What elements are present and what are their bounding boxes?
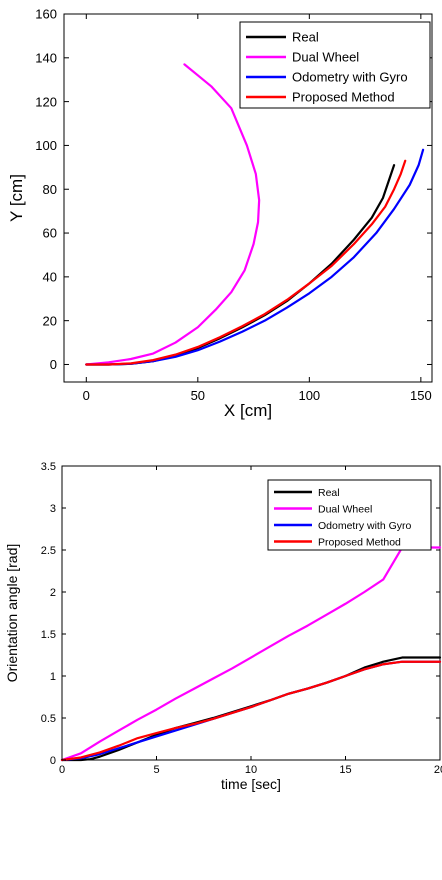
x-tick-label: 150 bbox=[410, 388, 432, 403]
y-tick-label: 60 bbox=[43, 226, 57, 241]
orientation-chart: 0 5 10 15 20 0 0.5 1 1.5 2 2.5 3 3.5 time [sec] Orient… bbox=[4, 461, 442, 792]
x-tick-label: 100 bbox=[298, 388, 320, 403]
series-line-proposed-method bbox=[85, 159, 407, 366]
y-tick-label: 120 bbox=[35, 94, 57, 109]
y-tick-label: 140 bbox=[35, 50, 57, 65]
y-axis-label: Y [cm] bbox=[7, 174, 26, 222]
y-tick-label: 2.5 bbox=[41, 545, 56, 557]
y-tick-label: 40 bbox=[43, 270, 57, 285]
y-tick-label: 0.5 bbox=[41, 713, 56, 725]
y-tick-label: 0 bbox=[50, 755, 56, 767]
series-line-proposed-method bbox=[60, 660, 442, 762]
legend-label: Dual Wheel bbox=[292, 50, 359, 65]
y-tick-label: 2 bbox=[50, 587, 56, 599]
series-line-real bbox=[85, 164, 396, 366]
x-tick-label: 15 bbox=[339, 764, 351, 776]
legend-label: Dual Wheel bbox=[318, 503, 372, 515]
x-axis-label: time [sec] bbox=[221, 776, 281, 792]
y-tick-label: 1 bbox=[50, 671, 56, 683]
y-tick-label: 3.5 bbox=[41, 461, 56, 473]
legend-label: Proposed Method bbox=[292, 90, 395, 105]
legend-label: Odometry with Gyro bbox=[292, 70, 408, 85]
legend: Real Dual Wheel Odometry with Gyro Proposed… bbox=[267, 479, 432, 551]
legend: Real Dual Wheel Odometry with Gyro Proposed… bbox=[239, 21, 431, 109]
series-line-dual-wheel bbox=[60, 546, 442, 762]
legend-label: Proposed Method bbox=[318, 536, 401, 548]
legend-label: Odometry with Gyro bbox=[318, 520, 412, 532]
x-tick-label: 0 bbox=[59, 764, 65, 776]
x-tick-label: 10 bbox=[245, 764, 257, 776]
y-tick-label: 1.5 bbox=[41, 629, 56, 641]
legend-label: Real bbox=[318, 487, 340, 499]
y-tick-label: 0 bbox=[50, 357, 57, 372]
trajectory-chart: 0 50 100 150 0 20 40 60 80 100 120 140 160 X [cm] Y [c… bbox=[7, 7, 433, 420]
series-line-dual-wheel bbox=[85, 63, 261, 366]
x-tick-label: 0 bbox=[83, 388, 90, 403]
y-tick-label: 80 bbox=[43, 182, 57, 197]
y-tick-label: 20 bbox=[43, 313, 57, 328]
axes-box bbox=[63, 13, 433, 383]
x-tick-label: 20 bbox=[434, 764, 442, 776]
x-axis-label: X [cm] bbox=[224, 401, 272, 420]
y-tick-label: 3 bbox=[50, 503, 56, 515]
y-tick-label: 160 bbox=[35, 7, 57, 22]
y-tick-label: 100 bbox=[35, 138, 57, 153]
y-axis-label: Orientation angle [rad] bbox=[4, 544, 20, 683]
x-tick-label: 5 bbox=[153, 764, 159, 776]
series-line-odometry-with-gyro bbox=[85, 148, 425, 366]
x-tick-label: 50 bbox=[191, 388, 205, 403]
legend-label: Real bbox=[292, 30, 319, 45]
